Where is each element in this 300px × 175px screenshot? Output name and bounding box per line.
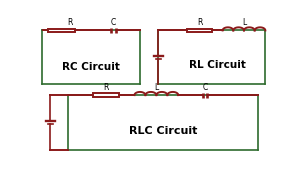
Text: RL Circuit: RL Circuit [189, 61, 246, 71]
Bar [187, 29, 212, 32]
Text: R: R [103, 83, 109, 92]
Text: RLC Circuit: RLC Circuit [129, 126, 197, 136]
Text: L: L [242, 19, 246, 27]
Text: R: R [197, 19, 202, 27]
Bar [48, 29, 74, 32]
Text: C: C [111, 19, 116, 27]
Text: R: R [67, 19, 72, 27]
Bar [92, 93, 119, 97]
Text: C: C [202, 83, 208, 92]
Text: RC Circuit: RC Circuit [62, 62, 120, 72]
Text: L: L [154, 83, 158, 92]
